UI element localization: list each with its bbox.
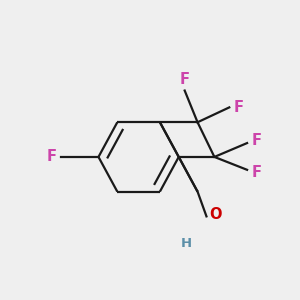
Text: F: F [234,100,244,115]
Text: F: F [180,72,190,87]
Text: O: O [209,207,222,222]
Text: H: H [181,237,192,250]
Text: F: F [252,165,262,180]
Text: F: F [252,133,262,148]
Text: F: F [46,149,56,164]
